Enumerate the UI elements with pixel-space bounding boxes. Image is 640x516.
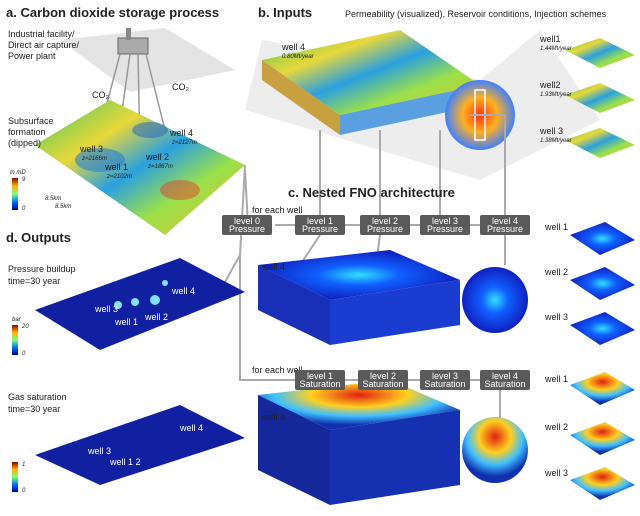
rate: 1.38Mt/year: [540, 138, 573, 144]
rate: 1.93Mt/year: [540, 92, 573, 98]
well: well 3: [544, 312, 568, 322]
well: well 1: [104, 162, 128, 172]
level-kind: Pressure: [229, 224, 265, 234]
well: well 2: [145, 152, 169, 162]
well: well 3: [79, 144, 103, 154]
level-kind: Saturation: [362, 379, 403, 389]
well: well 1: [544, 374, 568, 384]
time: time=30 year: [8, 404, 60, 414]
level-box: [360, 215, 410, 235]
time: time=30 year: [8, 276, 60, 286]
level-kind: Pressure: [427, 224, 463, 234]
title-c: c. Nested FNO architecture: [288, 185, 455, 200]
depth: z=2166m: [81, 156, 107, 162]
well: well 3: [544, 468, 568, 478]
well: well 3: [539, 126, 563, 136]
for-each: for each well: [252, 205, 303, 215]
well: well 1: [544, 222, 568, 232]
rate: 0.80Mt/year: [282, 54, 315, 60]
level-box: [358, 370, 408, 390]
title-b: b. Inputs: [258, 5, 312, 20]
well: well1: [539, 34, 561, 44]
well: well 3: [87, 446, 111, 456]
depth: z=2127m: [171, 140, 197, 146]
level-name: level 4: [492, 371, 518, 381]
level-name: level 4: [492, 216, 518, 226]
level-kind: Pressure: [302, 224, 338, 234]
well: well 1 2: [109, 457, 141, 467]
well: well 4: [169, 128, 193, 138]
level-kind: Saturation: [299, 379, 340, 389]
source: Industrial facility/: [8, 29, 75, 39]
well: well 4: [281, 42, 305, 52]
cb-min: 0: [22, 206, 26, 212]
source: Direct air capture/: [8, 40, 80, 50]
level-name: level 3: [432, 371, 458, 381]
label: Gas saturation: [8, 392, 67, 402]
well: well 4: [261, 412, 285, 422]
label: Pressure buildup: [8, 264, 76, 274]
well: well 4: [171, 286, 195, 296]
level-name: level 3: [432, 216, 458, 226]
level-name: level 0: [234, 216, 260, 226]
cb-max: 20: [21, 324, 29, 330]
level-box: [420, 215, 470, 235]
formation: (dipped): [8, 138, 41, 148]
level-box: [295, 370, 345, 390]
well: well 4: [261, 262, 285, 272]
well: well 2: [544, 422, 568, 432]
well: well 1: [114, 317, 138, 327]
layout: [12, 28, 635, 505]
title-a: a. Carbon dioxide storage process: [6, 5, 219, 20]
scale: 8.5km: [45, 196, 61, 202]
source: Power plant: [8, 51, 56, 61]
level-box: [295, 215, 345, 235]
depth: z=2102m: [106, 174, 132, 180]
formation: formation: [8, 127, 46, 137]
co2: CO₂: [172, 82, 190, 92]
level-name: level 2: [370, 371, 396, 381]
cb-unit: ln mD: [10, 170, 26, 176]
well: well 3: [94, 304, 118, 314]
subtitle-b: Permeability (visualized), Reservoir con…: [345, 9, 607, 19]
level-kind: Pressure: [487, 224, 523, 234]
cb-max: 1: [22, 462, 25, 468]
co2: CO₂: [92, 90, 110, 100]
cb-min: 0: [22, 488, 26, 494]
level-kind: Saturation: [484, 379, 525, 389]
scale: 8.5km: [55, 204, 71, 210]
cb-unit: bar: [12, 317, 22, 323]
rate: 1.44Mt/year: [540, 46, 573, 52]
title-d: d. Outputs: [6, 230, 71, 245]
cb-min: 0: [22, 351, 26, 357]
well: well 2: [544, 267, 568, 277]
level-kind: Saturation: [424, 379, 465, 389]
level-box: [480, 215, 530, 235]
formation: Subsurface: [8, 116, 54, 126]
well: well 4: [179, 423, 203, 433]
for-each: for each well: [252, 365, 303, 375]
depth: z=1867m: [147, 164, 173, 170]
well: well 2: [144, 312, 168, 322]
level-box: [420, 370, 470, 390]
level-box: [480, 370, 530, 390]
level-name: level 1: [307, 371, 333, 381]
level-kind: Pressure: [367, 224, 403, 234]
level-box: [222, 215, 272, 235]
well: well2: [539, 80, 561, 90]
level-name: level 1: [307, 216, 333, 226]
cb-max: 9: [22, 177, 26, 183]
level-name: level 2: [372, 216, 398, 226]
